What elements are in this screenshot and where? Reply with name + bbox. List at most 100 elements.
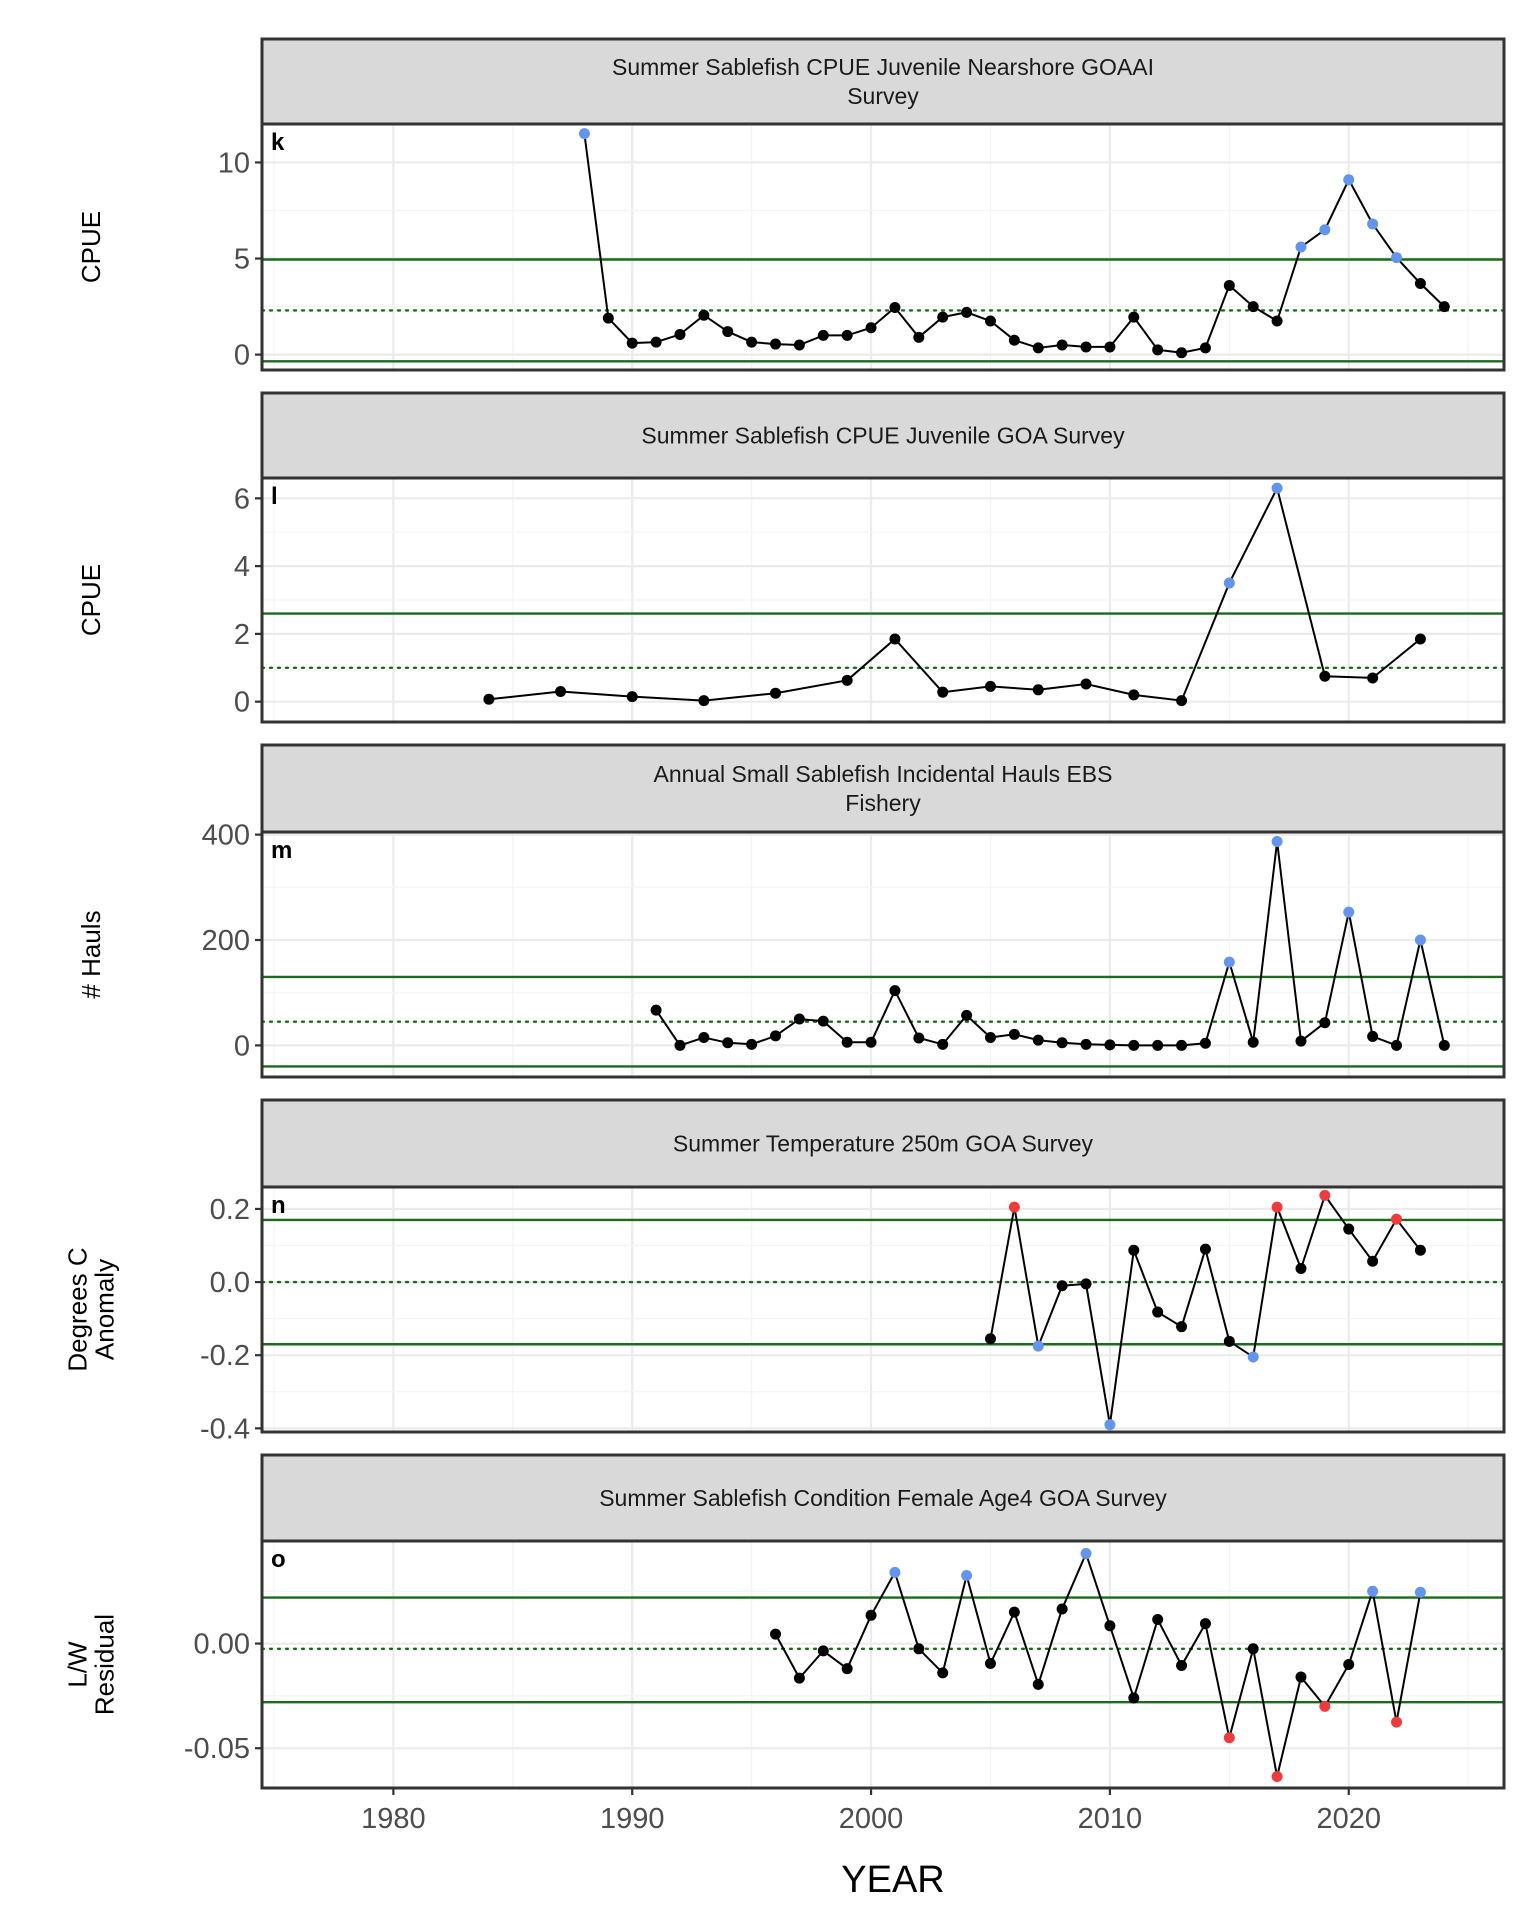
y-tick-label: 0.2 <box>210 1194 250 1226</box>
panel-l-point <box>984 680 996 692</box>
x-tick-label: 2020 <box>1316 1803 1381 1835</box>
panel-o-point <box>1176 1660 1188 1672</box>
panel-k-point <box>961 306 973 318</box>
panel-n-point <box>1295 1263 1307 1275</box>
panel-n-point <box>1032 1340 1044 1352</box>
panel-k-point <box>1056 339 1068 351</box>
y-tick-label: 2 <box>234 619 250 651</box>
panel-m-title: Fishery <box>845 790 921 816</box>
panel-m-point <box>1343 906 1355 918</box>
panel-k-border <box>260 122 1506 372</box>
panel-k-y-axis-title: CPUE <box>76 211 106 283</box>
panel-k-point <box>746 336 758 348</box>
panels: Summer Sablefish CPUE Juvenile Nearshore… <box>63 37 1506 1790</box>
y-tick-label: -0.05 <box>184 1733 250 1765</box>
panel-n-point <box>1104 1419 1116 1431</box>
panel-o-series-line <box>774 1550 1422 1777</box>
panel-o-y-axis-title: Residual <box>90 1614 120 1715</box>
panel-letter: o <box>271 1546 286 1573</box>
panel-k-point <box>770 338 782 350</box>
y-tick-label: 5 <box>234 244 250 276</box>
panel-n-point <box>1199 1243 1211 1255</box>
x-tick-label: 2000 <box>839 1803 904 1835</box>
panel-o-point <box>817 1645 829 1657</box>
panel-k-point <box>650 336 662 348</box>
panel-m-point <box>1032 1034 1044 1046</box>
panel-o-point <box>961 1570 973 1582</box>
panel-l-title: Summer Sablefish CPUE Juvenile GOA Surve… <box>641 423 1125 449</box>
panel-m-point <box>650 1004 662 1016</box>
panel-n-point <box>1414 1244 1426 1256</box>
panel-o-point <box>1128 1692 1140 1704</box>
panel-k-point <box>1271 315 1283 327</box>
panel-m-point <box>865 1036 877 1048</box>
panel-m-point <box>937 1038 949 1050</box>
panel-o-point <box>1008 1606 1020 1618</box>
panel-l-point <box>1367 672 1379 684</box>
panel-k-point <box>1128 311 1140 323</box>
panel-k-point <box>889 302 901 314</box>
panel-m-point <box>1176 1039 1188 1051</box>
panel-letter: l <box>271 483 278 510</box>
panel-k-point <box>937 311 949 323</box>
panel-k-point <box>1414 278 1426 290</box>
panel-o-y-axis-title: L/W <box>63 1641 93 1688</box>
panel-l-point <box>1032 684 1044 696</box>
x-tick-label: 1990 <box>600 1803 665 1835</box>
panel-k-title: Survey <box>847 83 919 109</box>
panel-l-y-axis-title: CPUE <box>76 564 106 636</box>
panel-k-plot-area <box>262 124 1504 370</box>
panel-k-point <box>1008 334 1020 346</box>
x-tick-label: 1980 <box>361 1803 426 1835</box>
panel-m-point <box>1438 1039 1450 1051</box>
panel-k-point <box>626 337 638 349</box>
panel-letter: m <box>271 837 292 864</box>
panel-l-point <box>626 691 638 703</box>
panel-n-point <box>1152 1306 1164 1318</box>
panel-o-point <box>1319 1700 1331 1712</box>
panel-k: Summer Sablefish CPUE Juvenile Nearshore… <box>76 37 1506 372</box>
panel-n: Summer Temperature 250m GOA Survey n -0.4 -… <box>63 1098 1506 1445</box>
panel-k-point <box>1199 342 1211 354</box>
panel-o-point <box>1343 1659 1355 1670</box>
panel-o-point <box>1367 1585 1379 1597</box>
panel-o-point <box>1199 1618 1211 1630</box>
panel-m-point <box>1080 1038 1092 1050</box>
panel-m-point <box>1414 934 1426 946</box>
panel-o-strip <box>260 1453 1506 1543</box>
y-tick-label: 6 <box>234 483 250 515</box>
panel-n-point <box>984 1333 996 1345</box>
panel-n-point <box>1343 1223 1355 1235</box>
panel-l-border <box>260 476 1506 724</box>
panel-k-point <box>793 339 805 351</box>
panel-m-point <box>1008 1028 1020 1040</box>
panel-o-point <box>1247 1643 1259 1655</box>
panel-k-point <box>1391 252 1403 264</box>
panel-m: Annual Small Sablefish Incidental Hauls … <box>76 743 1506 1079</box>
panel-m-series-line <box>655 841 1446 1047</box>
panel-l-point <box>1080 678 1092 690</box>
panel-k-point <box>578 128 590 140</box>
panel-m-y-axis-title: # Hauls <box>76 910 106 998</box>
panel-o-point <box>1414 1586 1426 1598</box>
panel-o-title: Summer Sablefish Condition Female Age4 G… <box>599 1485 1167 1511</box>
panel-n-point <box>1080 1278 1092 1290</box>
panel-n-point <box>1271 1201 1283 1213</box>
panel-m-border <box>260 830 1506 1079</box>
panel-m-point <box>1295 1035 1307 1047</box>
panel-k-point <box>913 331 925 343</box>
panel-o-point <box>889 1566 901 1578</box>
panel-letter: k <box>271 129 285 156</box>
panel-n-point <box>1223 1335 1235 1347</box>
panel-m-point <box>984 1031 996 1043</box>
panel-n-point <box>1176 1321 1188 1333</box>
y-tick-label: 0.0 <box>210 1267 250 1299</box>
x-axis: 1980 1990 2000 2010 2020 <box>361 1788 1381 1835</box>
panel-n-point <box>1128 1244 1140 1256</box>
panel-l: Summer Sablefish CPUE Juvenile GOA Surve… <box>76 391 1506 724</box>
panel-m-point <box>793 1013 805 1025</box>
panel-l-point <box>889 633 901 645</box>
panel-k-point <box>817 329 829 341</box>
panel-k-point <box>984 315 996 327</box>
panel-k-point <box>1176 347 1188 359</box>
